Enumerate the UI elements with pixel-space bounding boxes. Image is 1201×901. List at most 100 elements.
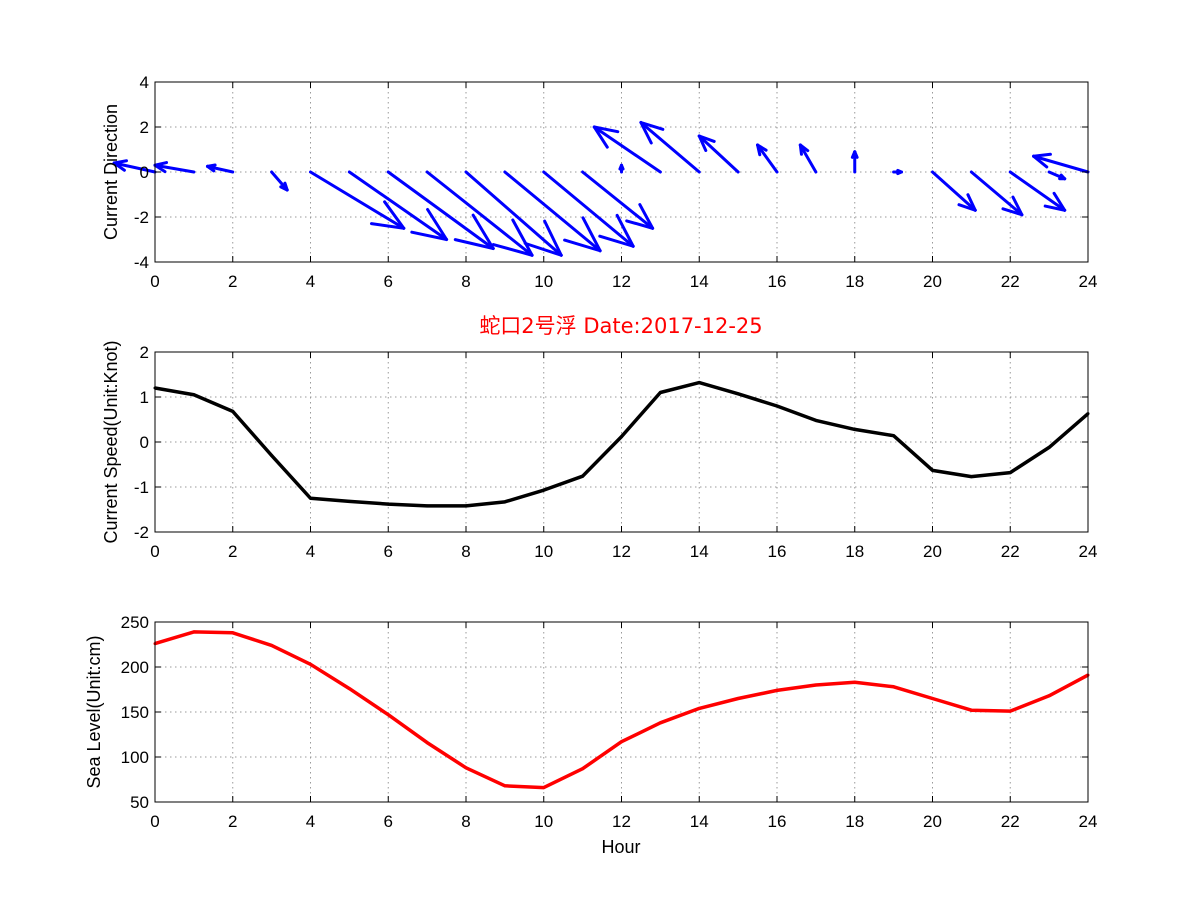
direction-arrow-head (279, 185, 289, 192)
direction-arrow-head (205, 163, 217, 168)
sea-x-tick-label: 8 (461, 812, 470, 831)
speed-point (542, 488, 546, 492)
speed-y-tick-label: -2 (134, 523, 149, 542)
direction-arrow-shaft (581, 170, 655, 230)
direction-arrow-head (471, 213, 495, 250)
direction-arrow-shaft (270, 170, 289, 192)
direction-x-tick-label: 12 (612, 272, 631, 291)
sea-x-ticks: 0 2 4 6 8 10 12 14 16 18 20 22 24 (150, 622, 1097, 831)
speed-x-tick-label: 22 (1001, 542, 1020, 561)
direction-arrow-head (453, 238, 495, 250)
direction-arrow-head (426, 207, 449, 241)
speed-point (620, 435, 623, 439)
direction-arrow-head (369, 222, 406, 230)
speed-series (153, 380, 1090, 508)
speed-x-tick-label: 6 (384, 542, 393, 561)
speed-x-tick-label: 20 (923, 542, 942, 561)
speed-y-tick-label: 1 (140, 388, 149, 407)
direction-arrow-shaft (503, 170, 602, 253)
direction-arrow-head (581, 216, 602, 253)
direction-arrow-head (638, 203, 655, 230)
direction-x-ticks: 0 2 4 6 8 10 12 14 16 18 20 22 24 (150, 82, 1097, 291)
direction-y-tick-label: 0 (140, 163, 149, 182)
speed-point (231, 409, 235, 413)
speed-y-label: Current Speed(Unit:Knot) (101, 340, 121, 543)
direction-x-tick-label: 18 (845, 272, 864, 291)
direction-arrow (270, 170, 289, 192)
direction-arrow-head (1052, 191, 1067, 212)
speed-point (969, 475, 973, 479)
speed-x-tick-label: 18 (845, 542, 864, 561)
direction-arrow-head (410, 230, 449, 241)
direction-arrow-head (563, 238, 602, 253)
sea-point (814, 683, 818, 687)
direction-arrow (503, 170, 602, 253)
direction-arrow-head (625, 219, 655, 230)
direction-arrow-head (1011, 195, 1024, 217)
direction-arrow (1008, 170, 1067, 212)
speed-point (192, 393, 196, 397)
sea-point (309, 662, 312, 666)
sea-x-tick-label: 2 (228, 812, 237, 831)
sea-x-tick-label: 24 (1079, 812, 1098, 831)
direction-arrow-head (966, 193, 977, 212)
sea-point (270, 643, 274, 647)
sea-point (969, 708, 973, 712)
direction-arrow (798, 143, 818, 174)
speed-grid (155, 352, 1088, 532)
direction-arrow-head (112, 159, 129, 165)
speed-point (425, 504, 429, 508)
direction-x-tick-label: 4 (306, 272, 315, 291)
direction-arrow (309, 170, 406, 230)
sea-x-tick-label: 20 (923, 812, 942, 831)
direction-arrow (850, 150, 859, 174)
sea-y-tick-label: 50 (130, 793, 149, 812)
speed-point (931, 468, 934, 472)
direction-arrow-head (853, 150, 859, 159)
sea-point (658, 721, 662, 725)
direction-arrow-head (756, 143, 768, 152)
sea-point (581, 767, 585, 771)
speed-point (270, 454, 274, 457)
speed-y-tick-label: 0 (140, 433, 149, 452)
direction-arrow-head (697, 134, 708, 152)
speed-x-tick-label: 4 (306, 542, 315, 561)
speed-point (1008, 471, 1012, 475)
speed-point (464, 504, 468, 508)
direction-y-ticks: 4 2 0 -2 -4 (134, 73, 1088, 272)
direction-arrow (386, 170, 495, 250)
direction-arrow (581, 170, 655, 230)
sea-point (192, 630, 196, 634)
direction-x-tick-label: 14 (690, 272, 709, 291)
direction-x-tick-label: 16 (768, 272, 787, 291)
sea-point (347, 687, 351, 691)
hour-x-label: Hour (601, 837, 640, 857)
current-direction-panel: 0 2 4 6 8 10 12 14 16 18 20 22 24 420-2-4 Current Di… (101, 73, 1097, 291)
direction-arrow-head (896, 170, 903, 176)
direction-arrow-head (639, 121, 653, 145)
speed-x-tick-label: 12 (612, 542, 631, 561)
speed-x-tick-label: 10 (534, 542, 553, 561)
direction-arrow-shaft (1032, 154, 1090, 174)
direction-arrow-head (1043, 204, 1067, 212)
direction-arrow-head (697, 134, 716, 143)
sea-point (464, 766, 468, 770)
sea-point (736, 697, 740, 700)
direction-arrow-shaft (969, 170, 1024, 217)
direction-y-tick-label: 4 (140, 73, 149, 92)
sea-x-tick-label: 16 (768, 812, 787, 831)
direction-arrow-head (620, 163, 625, 171)
direction-arrow-head (598, 234, 635, 248)
sea-y-tick-label: 150 (121, 703, 149, 722)
direction-arrow (542, 170, 635, 248)
direction-x-tick-label: 2 (228, 272, 237, 291)
sea-point (542, 786, 546, 790)
speed-point (503, 500, 507, 504)
speed-point (386, 502, 390, 506)
direction-arrow-head (592, 125, 620, 134)
direction-arrow-head (543, 219, 563, 257)
direction-arrow-shaft (1008, 170, 1067, 212)
direction-arrow-head (615, 213, 635, 248)
direction-y-tick-label: 2 (140, 118, 149, 137)
direction-arrow-shaft (697, 134, 740, 174)
